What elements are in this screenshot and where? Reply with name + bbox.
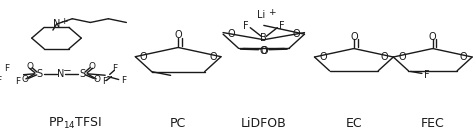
Text: O: O bbox=[292, 29, 300, 39]
Text: F: F bbox=[121, 76, 126, 85]
Text: B: B bbox=[260, 33, 267, 43]
Text: F: F bbox=[424, 70, 429, 80]
Text: N: N bbox=[57, 68, 65, 79]
Text: O: O bbox=[259, 46, 267, 56]
Text: O: O bbox=[27, 62, 34, 71]
Text: Li: Li bbox=[257, 10, 265, 20]
Text: F: F bbox=[102, 77, 107, 86]
Text: O: O bbox=[350, 32, 358, 42]
Text: O: O bbox=[399, 52, 406, 62]
Text: O: O bbox=[209, 52, 217, 62]
Text: O: O bbox=[459, 52, 467, 62]
Text: O: O bbox=[21, 75, 28, 84]
Text: O: O bbox=[228, 29, 235, 39]
Text: O: O bbox=[429, 32, 437, 42]
Text: +: + bbox=[268, 9, 276, 18]
Text: O: O bbox=[140, 52, 147, 62]
Text: −: − bbox=[63, 66, 72, 76]
Text: O: O bbox=[93, 75, 100, 84]
Text: O: O bbox=[319, 52, 328, 62]
Text: O: O bbox=[174, 30, 182, 40]
Text: LiDFOB: LiDFOB bbox=[241, 117, 287, 130]
Text: S: S bbox=[80, 68, 86, 79]
Text: EC: EC bbox=[346, 117, 362, 130]
Text: PC: PC bbox=[170, 117, 186, 130]
Text: +: + bbox=[60, 17, 67, 26]
Text: FEC: FEC bbox=[421, 117, 445, 130]
Text: F: F bbox=[112, 64, 118, 73]
Text: O: O bbox=[88, 62, 95, 71]
Text: F: F bbox=[243, 21, 248, 31]
Text: F: F bbox=[279, 21, 284, 31]
Text: O: O bbox=[261, 46, 269, 56]
Text: F: F bbox=[15, 77, 20, 86]
Text: N: N bbox=[53, 19, 60, 29]
Text: F: F bbox=[4, 64, 9, 73]
Text: O: O bbox=[381, 52, 388, 62]
Text: PP$_{14}$TFSI: PP$_{14}$TFSI bbox=[47, 116, 101, 131]
Text: F: F bbox=[0, 76, 1, 85]
Text: S: S bbox=[36, 68, 43, 79]
